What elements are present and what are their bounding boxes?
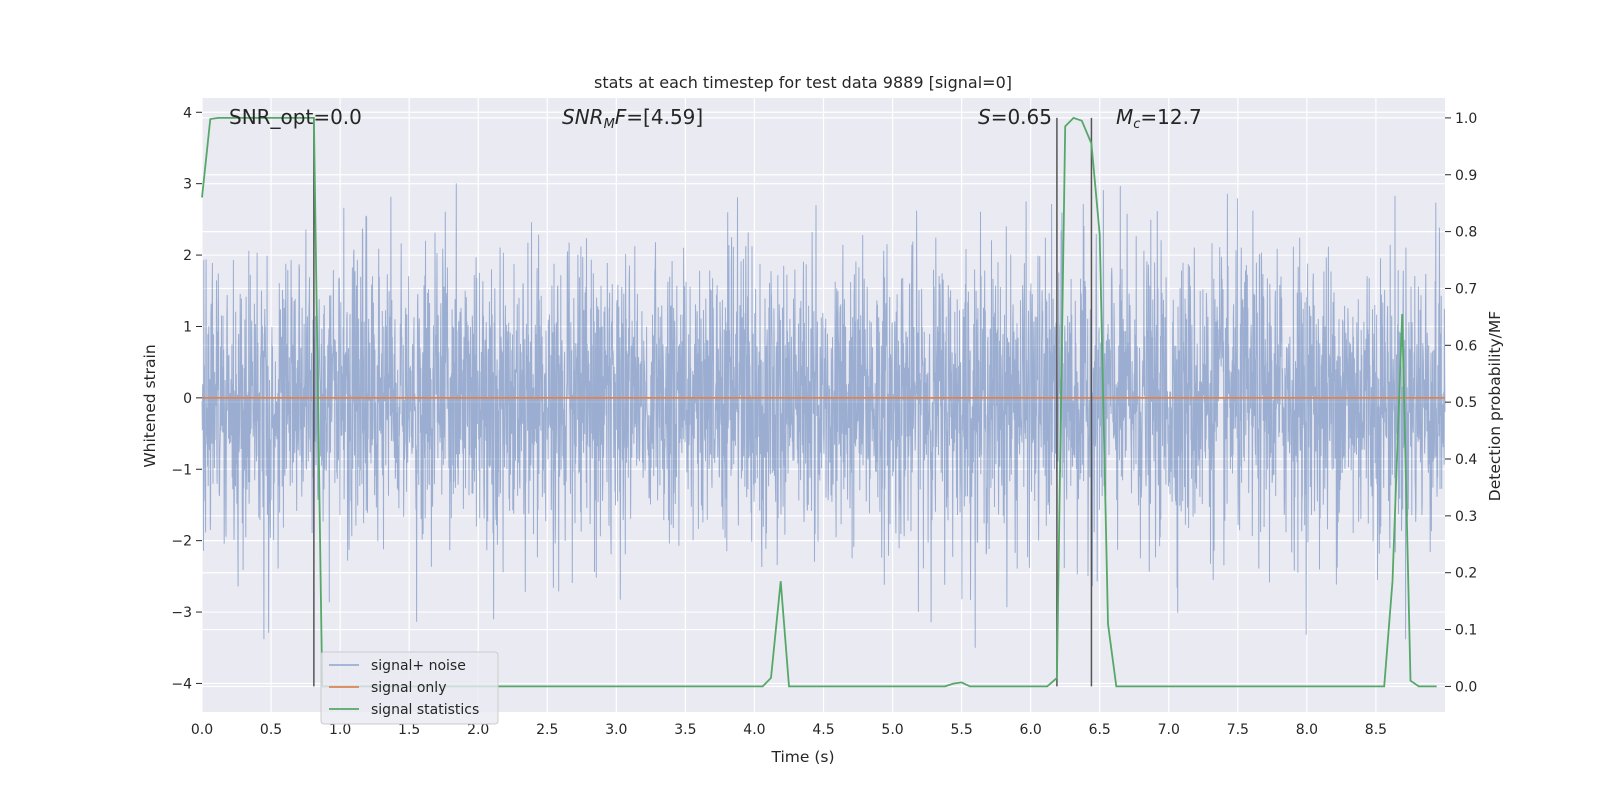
- annotation-mc: Mc=12.7: [1116, 105, 1202, 132]
- x-tick-label: 0.5: [260, 722, 282, 738]
- x-tick-label: 3.5: [674, 722, 696, 738]
- x-tick-label: 1.5: [398, 722, 420, 738]
- annotation-s: S=0.65: [978, 105, 1052, 129]
- y-axis-label-right: Detection probability/MF: [1486, 311, 1504, 502]
- y-right-tick-label: 0.4: [1455, 452, 1477, 468]
- y-right-tick-label: 0.2: [1455, 566, 1477, 582]
- x-tick-label: 6.5: [1089, 722, 1111, 738]
- x-tick-label: 2.5: [536, 722, 558, 738]
- y-left-tick-label: −4: [171, 676, 192, 692]
- x-tick-label: 1.0: [329, 722, 351, 738]
- y-right-tick-label: 0.8: [1455, 225, 1477, 241]
- y-left-tick-label: −3: [171, 605, 192, 621]
- x-tick-label: 6.0: [1020, 722, 1042, 738]
- x-tick-label: 5.0: [881, 722, 903, 738]
- y-left-tick-label: 2: [183, 248, 192, 264]
- y-right-tick-label: 0.0: [1455, 679, 1477, 695]
- x-tick-labels: 0.0 0.5 1.0 1.5 2.0 2.5 3.0 3.5 4.0 4.5 5.0 5.5 6.0 6…: [191, 722, 1387, 738]
- series-line-signal-statistics: [201, 116, 1437, 688]
- x-tick-label: 7.0: [1158, 722, 1180, 738]
- legend-label-signal-statistics: signal statistics: [371, 702, 479, 718]
- x-tick-label: 4.0: [743, 722, 765, 738]
- y-right-tick-label: 0.7: [1455, 281, 1477, 297]
- y-right-tick-label: 1.0: [1455, 111, 1477, 127]
- x-tick-label: 4.5: [812, 722, 834, 738]
- vertical-markers: [313, 117, 1093, 687]
- signal-noise-series: [201, 183, 1446, 648]
- signal-statistics-series: [201, 116, 1437, 688]
- y-left-tick-label: 0: [183, 391, 192, 407]
- y-left-tick-label: −1: [171, 462, 192, 478]
- series-line-signal-noise: [201, 183, 1446, 648]
- y-right-tick-labels: 1.0 0.9 0.8 0.7 0.6 0.5 0.4 0.3 0.2 0.1 0.0: [1445, 111, 1477, 695]
- y-left-tick-labels: 4 3 2 1 0 −1 −2 −3 −4: [171, 105, 202, 692]
- legend-label-signal-only: signal only: [371, 680, 446, 696]
- legend-label-signal-noise: signal+ noise: [371, 658, 466, 674]
- y-left-tick-label: 1: [183, 319, 192, 335]
- y-left-tick-label: 3: [183, 177, 192, 193]
- y-right-tick-label: 0.9: [1455, 168, 1477, 184]
- y-right-tick-label: 0.1: [1455, 623, 1477, 639]
- y-right-tick-label: 0.5: [1455, 395, 1477, 411]
- y-left-tick-label: −2: [171, 534, 192, 550]
- y-right-tick-label: 0.3: [1455, 509, 1477, 525]
- legend: signal+ noise signal only signal statist…: [320, 651, 499, 725]
- x-tick-label: 0.0: [191, 722, 213, 738]
- x-tick-label: 3.0: [605, 722, 627, 738]
- x-tick-label: 7.5: [1227, 722, 1249, 738]
- chart-title: stats at each timestep for test data 988…: [594, 73, 1012, 92]
- x-tick-label: 2.0: [467, 722, 489, 738]
- legend-box: [320, 651, 499, 725]
- annotation-snr-opt: SNR_opt=0.0: [229, 105, 362, 129]
- y-right-tick-label: 0.6: [1455, 338, 1477, 354]
- x-axis-label: Time (s): [770, 748, 834, 766]
- x-tick-label: 8.0: [1296, 722, 1318, 738]
- y-left-tick-label: 4: [183, 105, 192, 121]
- annotation-snr-mf: SNRMF=[4.59]: [562, 105, 703, 132]
- x-tick-label: 5.5: [950, 722, 972, 738]
- y-axis-label-left: Whitened strain: [141, 344, 159, 467]
- x-tick-label: 8.5: [1365, 722, 1387, 738]
